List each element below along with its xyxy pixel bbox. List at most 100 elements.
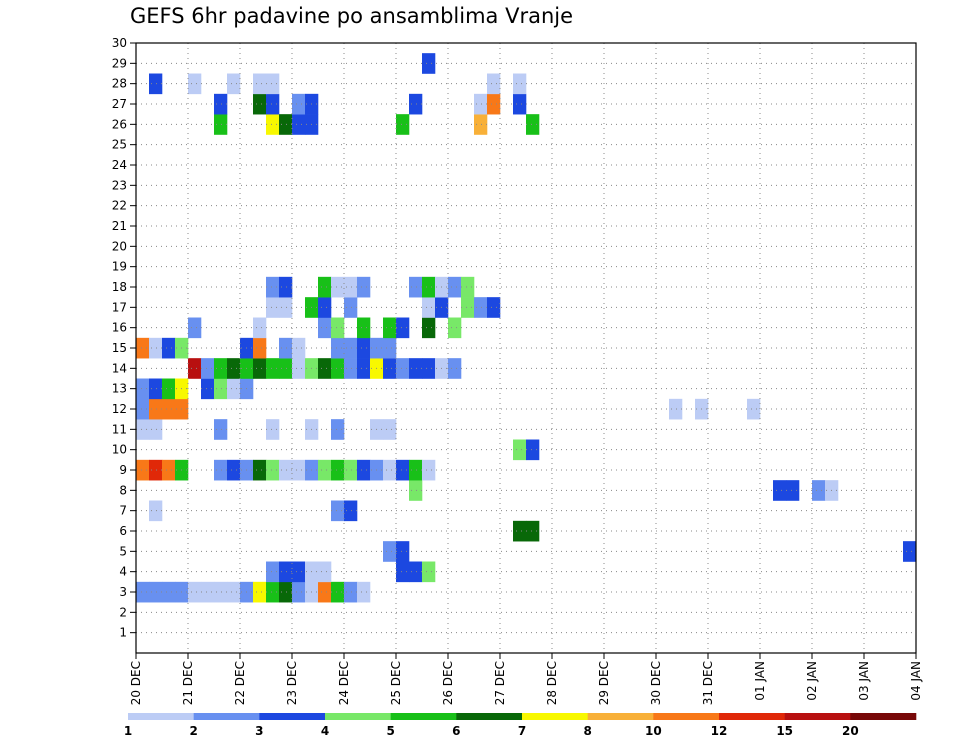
heatmap-cell <box>266 114 280 135</box>
colorbar-swatch <box>325 713 391 720</box>
heatmap-cell <box>279 358 293 379</box>
colorbar: 1 2 3 4 5 6 7 8 10 12 15 20 <box>124 713 917 738</box>
y-tick-label: 27 <box>112 97 127 111</box>
heatmap-cell <box>214 114 228 135</box>
heatmap-cell <box>422 358 436 379</box>
heatmap-cell <box>331 317 345 339</box>
heatmap-cell <box>422 297 436 318</box>
heatmap-cell <box>253 93 267 115</box>
heatmap-cell <box>383 419 397 440</box>
colorbar-swatch <box>456 713 523 720</box>
heatmap-cell <box>149 398 163 420</box>
heatmap-cell <box>266 358 280 379</box>
y-tick-label: 7 <box>119 504 127 518</box>
heatmap-cell <box>162 459 176 481</box>
heatmap-cell <box>409 480 423 501</box>
heatmap-cell <box>214 419 228 440</box>
heatmap-cell <box>409 93 423 115</box>
y-axis: 1234567891011121314151617181920212223242… <box>112 36 136 640</box>
colorbar-label: 3 <box>255 724 263 738</box>
heatmap-cell <box>266 419 280 440</box>
heatmap-cell <box>227 581 241 603</box>
x-tick-label: 28 DEC <box>545 661 559 705</box>
x-tick-label: 24 DEC <box>337 661 351 705</box>
heatmap-cell <box>344 276 358 298</box>
colorbar-swatch <box>587 713 654 720</box>
y-tick-label: 25 <box>112 138 127 152</box>
heatmap-cell <box>136 398 150 420</box>
heatmap-cell <box>331 276 345 298</box>
heatmap-cell <box>526 439 540 461</box>
heatmap-cell <box>253 317 267 339</box>
heatmap-cell <box>136 581 150 603</box>
heatmap-cell <box>227 378 241 400</box>
heatmap-cell <box>396 541 410 562</box>
y-tick-label: 18 <box>112 280 127 294</box>
heatmap-cell <box>162 581 176 603</box>
heatmap-cell <box>266 93 280 115</box>
heatmap-cell <box>331 459 345 481</box>
colorbar-swatch <box>784 713 851 720</box>
heatmap-cell <box>331 581 345 603</box>
heatmap-cell <box>136 337 150 359</box>
heatmap-cell <box>292 93 306 115</box>
heatmap-cell <box>474 114 488 135</box>
x-tick-label: 23 DEC <box>285 661 299 705</box>
colorbar-label: 12 <box>711 724 728 738</box>
heatmap-cell <box>266 581 280 603</box>
heatmap-cell <box>344 337 358 359</box>
y-tick-label: 16 <box>112 321 127 335</box>
heatmap-cell <box>149 500 163 522</box>
heatmap-cell <box>331 358 345 379</box>
heatmap-cell <box>162 378 176 400</box>
heatmap-cell <box>747 398 761 420</box>
heatmap-cell <box>344 358 358 379</box>
heatmap-cell <box>318 581 332 603</box>
heatmap-cell <box>383 459 397 481</box>
heatmap-cell <box>162 398 176 420</box>
heatmap-cell <box>279 337 293 359</box>
heatmap-cell <box>149 459 163 481</box>
y-tick-label: 26 <box>112 117 127 131</box>
heatmap-cell <box>383 541 397 562</box>
colorbar-label: 7 <box>518 724 526 738</box>
x-tick-label: 31 DEC <box>701 661 715 705</box>
heatmap-cell <box>279 459 293 481</box>
heatmap-cell <box>214 459 228 481</box>
heatmap-cell <box>279 114 293 135</box>
heatmap-cell <box>318 459 332 481</box>
heatmap-cell <box>487 93 501 115</box>
heatmap-cell <box>253 358 267 379</box>
heatmap-cell <box>513 439 527 461</box>
heatmap-cell <box>357 581 371 603</box>
y-tick-label: 10 <box>112 443 127 457</box>
heatmap-cell <box>396 317 410 339</box>
heatmap-cell <box>253 73 267 95</box>
x-tick-label: 21 DEC <box>181 661 195 705</box>
heatmap-cell <box>227 358 241 379</box>
heatmap-cell <box>669 398 683 420</box>
y-tick-label: 3 <box>119 585 127 599</box>
y-tick-label: 24 <box>112 158 127 172</box>
x-axis: 20 DEC 21 DEC 22 DEC 23 DEC 24 DEC 25 DEC 26 D… <box>129 653 923 705</box>
x-tick-label: 29 DEC <box>597 661 611 705</box>
heatmap-cell <box>786 480 800 501</box>
heatmap-cell <box>214 358 228 379</box>
heatmap-cell <box>513 73 527 95</box>
heatmap-cell <box>383 358 397 379</box>
heatmap-cell <box>448 358 462 379</box>
x-tick-label: 03 JAN <box>857 661 871 701</box>
x-tick-label: 30 DEC <box>649 661 663 705</box>
heatmap-cell <box>253 581 267 603</box>
colorbar-label: 8 <box>583 724 591 738</box>
y-tick-label: 14 <box>112 361 127 375</box>
heatmap-cell <box>188 317 202 339</box>
y-tick-label: 21 <box>112 219 127 233</box>
colorbar-swatch <box>193 713 260 720</box>
heatmap-cell <box>292 561 306 583</box>
x-tick-label: 20 DEC <box>129 661 143 705</box>
heatmap-cell <box>513 93 527 115</box>
y-tick-label: 17 <box>112 300 127 314</box>
heatmap-cell <box>318 358 332 379</box>
